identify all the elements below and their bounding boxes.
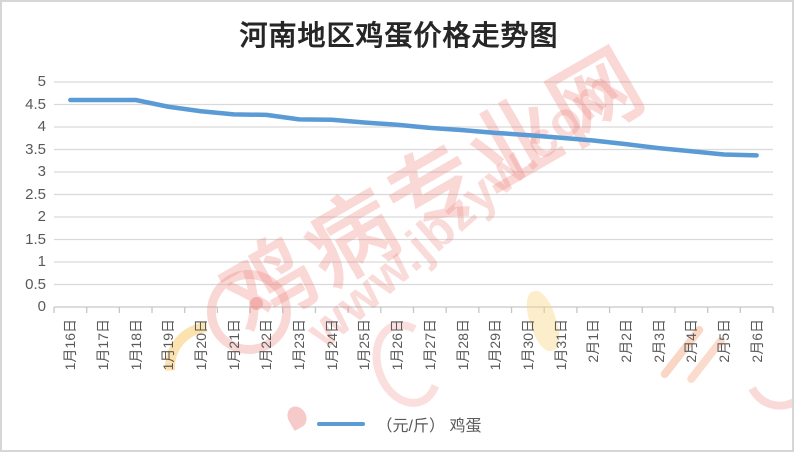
- y-axis-label: 1: [37, 253, 46, 270]
- y-axis-label: 0.5: [25, 275, 46, 293]
- x-axis-label: 1月23日: [291, 319, 308, 371]
- x-axis-label: 1月31日: [552, 319, 569, 371]
- x-axis-label: 2月3日: [650, 319, 667, 363]
- legend: （元/斤） 鸡蛋: [2, 412, 792, 436]
- watermark-pink-curl-shape: [360, 311, 454, 417]
- x-axis-label: 1月18日: [127, 319, 144, 371]
- x-axis-label: 1月22日: [258, 319, 275, 371]
- y-axis-label: 0: [37, 298, 46, 315]
- watermark-brand-text: 鸡病专业网: [208, 31, 665, 351]
- watermark-chicken-logo-icon: [207, 270, 291, 354]
- x-axis-label: 1月30日: [519, 319, 536, 371]
- x-axis-label: 2月6日: [748, 319, 765, 363]
- watermark-orange-stroke-shape: [659, 324, 705, 380]
- y-axis-label: 3.5: [25, 140, 46, 158]
- x-axis-label: 1月25日: [356, 319, 373, 371]
- y-axis-label: 3: [37, 163, 46, 180]
- y-axis-label: 4.5: [25, 95, 46, 113]
- watermark-yellow-blob-shape: [521, 287, 565, 355]
- x-axis-label: 1月19日: [160, 319, 177, 371]
- x-axis-label: 1月28日: [454, 319, 471, 371]
- chart-title: 河南地区鸡蛋价格走势图: [239, 21, 559, 52]
- y-axis-label: 4: [37, 118, 46, 135]
- x-axis-label: 1月27日: [421, 319, 438, 371]
- x-axis-label: 2月5日: [715, 319, 732, 363]
- watermark-pink-curl-shape: [734, 315, 792, 419]
- x-axis-label: 1月17日: [95, 319, 112, 371]
- x-axis-label: 1月20日: [193, 319, 210, 371]
- y-axis-label: 1.5: [25, 230, 46, 248]
- x-axis-label: 1月16日: [62, 319, 79, 371]
- y-axis-label: 2.5: [25, 185, 46, 203]
- y-axis-label: 2: [37, 208, 46, 225]
- watermark-chicken-eye-icon: [250, 297, 263, 310]
- x-axis-label: 1月24日: [323, 319, 340, 371]
- legend-line-swatch: [316, 422, 365, 426]
- x-axis-label: 1月21日: [225, 319, 242, 371]
- watermark-url-text: www.jbzyw.com: [295, 59, 629, 359]
- series-line: [68, 97, 759, 158]
- x-axis-label: 2月4日: [683, 319, 700, 363]
- y-axis-label: 5: [37, 73, 46, 90]
- watermark-orange-stroke-shape: [685, 335, 727, 385]
- legend-label: （元/斤） 鸡蛋: [376, 418, 482, 435]
- x-axis-label: 1月29日: [487, 319, 504, 371]
- x-axis-label: 2月1日: [585, 319, 602, 363]
- x-axis-label: 1月26日: [389, 319, 406, 371]
- x-axis-label: 2月2日: [617, 319, 634, 363]
